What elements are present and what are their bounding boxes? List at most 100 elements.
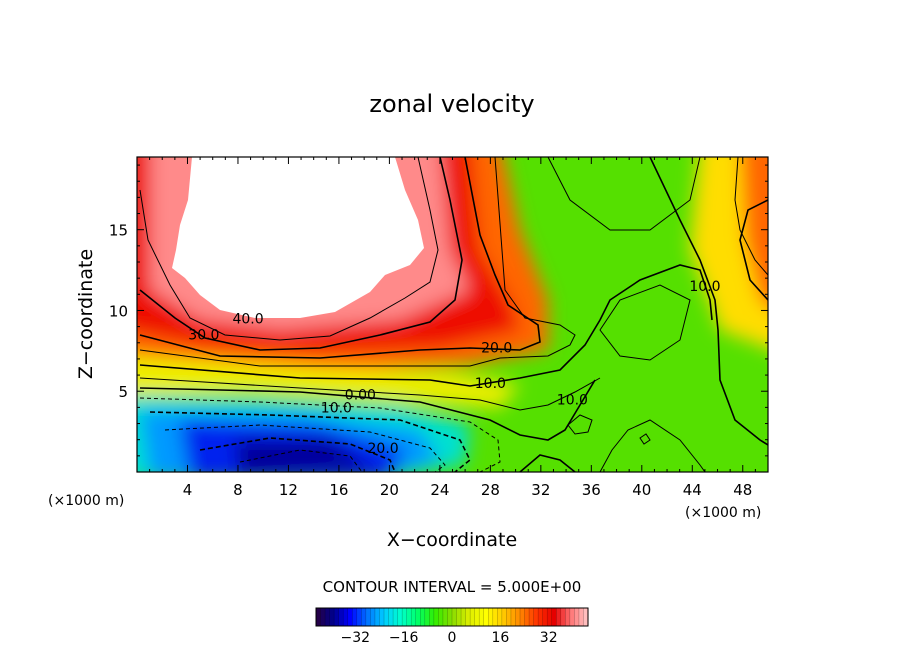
contour-5 [139, 377, 601, 411]
contour-neg10 [149, 411, 472, 472]
y-axis-ticks: 5 10 15 [109, 164, 768, 457]
colorbar-swatch [316, 608, 322, 626]
contour-small-loop [567, 414, 593, 435]
colorbar-ticks: −32 −16 0 16 32 [341, 630, 558, 646]
x-tick-label: 12 [279, 481, 298, 499]
colorbar [315, 607, 589, 627]
colorbar-swatch [406, 608, 412, 626]
colorbar-swatch [442, 608, 449, 626]
x-axis-unit-right: (×1000 m) [685, 505, 761, 521]
x-axis-ticks: 4 8 12 16 20 24 28 32 36 40 44 48 [149, 157, 756, 499]
colorbar-swatch [415, 608, 421, 626]
colorbar-swatch [524, 608, 530, 626]
colorbar-swatch [347, 608, 353, 626]
contour-label: 10.0 [321, 400, 352, 416]
colorbar-swatch [384, 608, 390, 626]
contour-0 [139, 379, 596, 441]
colorbar-swatch [438, 608, 444, 626]
colorbar-swatch [334, 608, 340, 626]
contour-40 [139, 157, 439, 341]
contour-green-2 [599, 284, 691, 361]
contour-label: 30.0 [188, 328, 219, 344]
contour-lower-right [599, 419, 706, 472]
colorbar-swatch [365, 608, 371, 626]
colorbar-swatch [393, 608, 399, 626]
contour-label: 40.0 [232, 312, 263, 328]
x-tick-label: 24 [430, 481, 449, 499]
contour-label: 20.0 [368, 441, 399, 457]
contour-interval-text: CONTOUR INTERVAL = 5.000E+00 [323, 578, 582, 596]
colorbar-swatch [465, 608, 471, 626]
colorbar-swatch [447, 608, 453, 626]
contour-right-yellow [734, 157, 768, 276]
y-axis-label: Z−coordinate [75, 249, 97, 379]
colorbar-swatch [569, 608, 575, 626]
colorbar-swatch [397, 608, 403, 626]
colorbar-tick-label: 0 [448, 630, 457, 646]
colorbar-swatch [461, 608, 467, 626]
contour-neg25 [239, 449, 363, 472]
colorbar-swatch [325, 608, 331, 626]
y-tick-label: 15 [109, 222, 128, 240]
colorbar-swatch [510, 608, 517, 626]
contour-neg5 [139, 397, 501, 472]
x-tick-label: 20 [380, 481, 399, 499]
colorbar-swatch [470, 608, 476, 626]
colorbar-tick-label: −32 [341, 630, 371, 646]
x-axis-unit-left: (×1000 m) [48, 493, 124, 509]
contour-small-loop-2 [639, 433, 651, 445]
contour-green-1 [547, 157, 701, 231]
colorbar-swatch [565, 608, 571, 626]
jet-core-white [172, 157, 424, 318]
colorbar-swatch [501, 608, 507, 626]
x-tick-label: 16 [329, 481, 348, 499]
colorbar-swatch [574, 608, 580, 626]
contour-label: 0.00 [345, 387, 376, 403]
colorbar-swatch [556, 608, 562, 626]
colorbar-swatch [420, 608, 426, 626]
contour-10-right [649, 157, 768, 446]
colorbar-swatch [506, 608, 512, 626]
contour-label: 20.0 [481, 341, 512, 357]
y-tick-label: 10 [109, 302, 128, 320]
colorbar-swatch [551, 608, 557, 626]
contour-right-orange [739, 199, 768, 301]
colorbar-swatch [402, 608, 408, 626]
x-tick-label: 32 [531, 481, 550, 499]
colorbar-swatch [542, 608, 548, 626]
colorbar-swatch [320, 608, 326, 626]
colorbar-swatch [456, 608, 462, 626]
colorbar-swatch [560, 608, 566, 626]
colorbar-swatch [424, 608, 430, 626]
colorbar-swatch [483, 608, 489, 626]
x-tick-label: 8 [233, 481, 243, 499]
colorbar-swatch [474, 608, 480, 626]
contour-15 [139, 157, 576, 367]
colorbar-swatch [429, 608, 435, 626]
colorbar-tick-label: 32 [540, 630, 558, 646]
colorbar-swatch [578, 608, 585, 626]
field-right-orange [740, 157, 768, 306]
contour-neg15 [164, 424, 446, 472]
contour-label: 10.0 [557, 392, 588, 408]
contour-lower-mid [519, 454, 576, 472]
colorbar-swatch [374, 608, 381, 626]
contour-10 [139, 264, 713, 387]
x-tick-label: 40 [632, 481, 651, 499]
contour-label: 10.0 [689, 279, 720, 295]
contour-label: 10.0 [475, 376, 506, 392]
colorbar-swatch [583, 608, 589, 626]
colorbar-swatch [433, 608, 439, 626]
x-axis-label: X−coordinate [387, 529, 517, 551]
colorbar-swatch [411, 608, 417, 626]
colorbar-swatch [492, 608, 498, 626]
contour-30 [139, 157, 463, 351]
colorbar-swatch [361, 608, 367, 626]
y-tick-label: 5 [118, 383, 128, 401]
x-tick-label: 4 [183, 481, 193, 499]
colorbar-swatch [370, 608, 376, 626]
colorbar-swatch [488, 608, 494, 626]
